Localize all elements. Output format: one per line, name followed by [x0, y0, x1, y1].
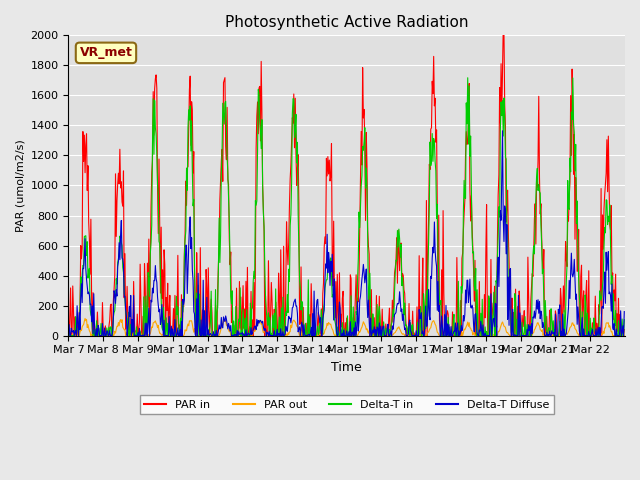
- X-axis label: Time: Time: [332, 361, 362, 374]
- Delta-T Diffuse: [260, 328, 268, 334]
- Delta-T Diffuse: [65, 329, 72, 335]
- PAR out: [405, 333, 413, 338]
- Delta-T in: [464, 75, 472, 81]
- PAR in: [233, 285, 241, 291]
- PAR in: [620, 327, 628, 333]
- PAR out: [81, 315, 89, 321]
- Text: VR_met: VR_met: [79, 47, 132, 60]
- Line: PAR out: PAR out: [68, 318, 624, 336]
- Delta-T in: [436, 298, 444, 304]
- PAR in: [65, 317, 72, 323]
- Delta-T in: [131, 333, 138, 338]
- PAR out: [261, 329, 269, 335]
- PAR out: [234, 332, 241, 338]
- PAR in: [499, 24, 507, 30]
- Delta-T Diffuse: [131, 333, 138, 338]
- Delta-T in: [65, 330, 72, 336]
- Delta-T in: [281, 327, 289, 333]
- Line: PAR in: PAR in: [68, 27, 624, 336]
- Delta-T in: [260, 224, 268, 229]
- Delta-T Diffuse: [281, 332, 289, 337]
- Line: Delta-T Diffuse: Delta-T Diffuse: [68, 131, 624, 336]
- Title: Photosynthetic Active Radiation: Photosynthetic Active Radiation: [225, 15, 468, 30]
- PAR out: [282, 333, 290, 338]
- Delta-T Diffuse: [66, 333, 74, 338]
- Legend: PAR in, PAR out, Delta-T in, Delta-T Diffuse: PAR in, PAR out, Delta-T in, Delta-T Dif…: [140, 395, 554, 414]
- Line: Delta-T in: Delta-T in: [68, 78, 624, 336]
- Delta-T Diffuse: [233, 333, 241, 338]
- PAR in: [436, 318, 444, 324]
- PAR out: [65, 333, 73, 338]
- PAR out: [65, 332, 72, 338]
- Delta-T Diffuse: [404, 331, 412, 337]
- Delta-T in: [67, 333, 74, 338]
- PAR out: [620, 333, 628, 338]
- Delta-T Diffuse: [499, 128, 506, 133]
- Delta-T Diffuse: [436, 302, 444, 308]
- Delta-T in: [233, 328, 241, 334]
- Delta-T in: [620, 317, 628, 323]
- PAR in: [404, 333, 412, 338]
- Delta-T Diffuse: [620, 309, 628, 314]
- Y-axis label: PAR (umol/m2/s): PAR (umol/m2/s): [15, 139, 25, 232]
- PAR out: [436, 332, 444, 338]
- PAR in: [65, 333, 73, 338]
- PAR in: [281, 333, 289, 338]
- PAR out: [131, 329, 139, 335]
- Delta-T in: [404, 323, 412, 329]
- PAR in: [131, 317, 138, 323]
- PAR in: [260, 228, 268, 234]
